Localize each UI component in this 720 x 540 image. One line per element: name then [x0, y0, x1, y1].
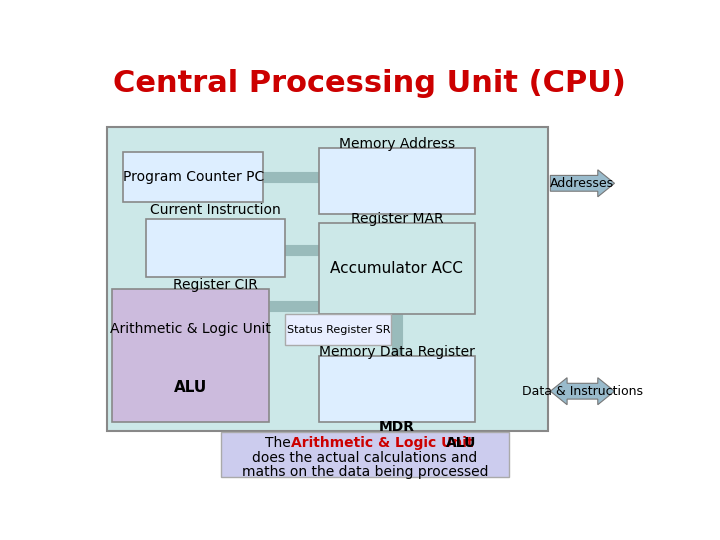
Text: Register CIR: Register CIR	[173, 278, 258, 292]
Text: Memory Data Register: Memory Data Register	[319, 345, 474, 359]
Text: Addresses: Addresses	[550, 177, 614, 190]
Text: Memory Address: Memory Address	[339, 137, 455, 151]
Text: Current Instruction: Current Instruction	[150, 204, 281, 217]
Text: MDR: MDR	[379, 420, 415, 434]
Polygon shape	[550, 377, 615, 404]
Text: ALU: ALU	[174, 380, 207, 395]
Text: Accumulator ACC: Accumulator ACC	[330, 261, 464, 276]
Text: Arithmetic & Logic Unit: Arithmetic & Logic Unit	[291, 436, 478, 450]
Text: Register MAR: Register MAR	[351, 212, 444, 226]
Text: Status Register SR: Status Register SR	[287, 325, 390, 335]
Polygon shape	[550, 170, 615, 197]
FancyBboxPatch shape	[319, 223, 475, 314]
Text: Arithmetic & Logic Unit: Arithmetic & Logic Unit	[110, 322, 271, 336]
Text: does the actual calculations and: does the actual calculations and	[252, 450, 477, 464]
FancyBboxPatch shape	[221, 433, 508, 477]
FancyBboxPatch shape	[285, 314, 392, 346]
Text: Central Processing Unit (CPU): Central Processing Unit (CPU)	[112, 69, 626, 98]
FancyBboxPatch shape	[112, 289, 269, 422]
Text: Data & Instructions: Data & Instructions	[522, 384, 643, 397]
Text: maths on the data being processed: maths on the data being processed	[242, 465, 488, 479]
Text: The: The	[265, 436, 294, 450]
FancyBboxPatch shape	[124, 152, 263, 202]
FancyBboxPatch shape	[145, 219, 285, 277]
Text: ALU: ALU	[446, 436, 476, 450]
FancyBboxPatch shape	[107, 127, 548, 431]
Text: Program Counter PC: Program Counter PC	[122, 170, 264, 184]
FancyBboxPatch shape	[319, 356, 475, 422]
FancyBboxPatch shape	[319, 148, 475, 214]
